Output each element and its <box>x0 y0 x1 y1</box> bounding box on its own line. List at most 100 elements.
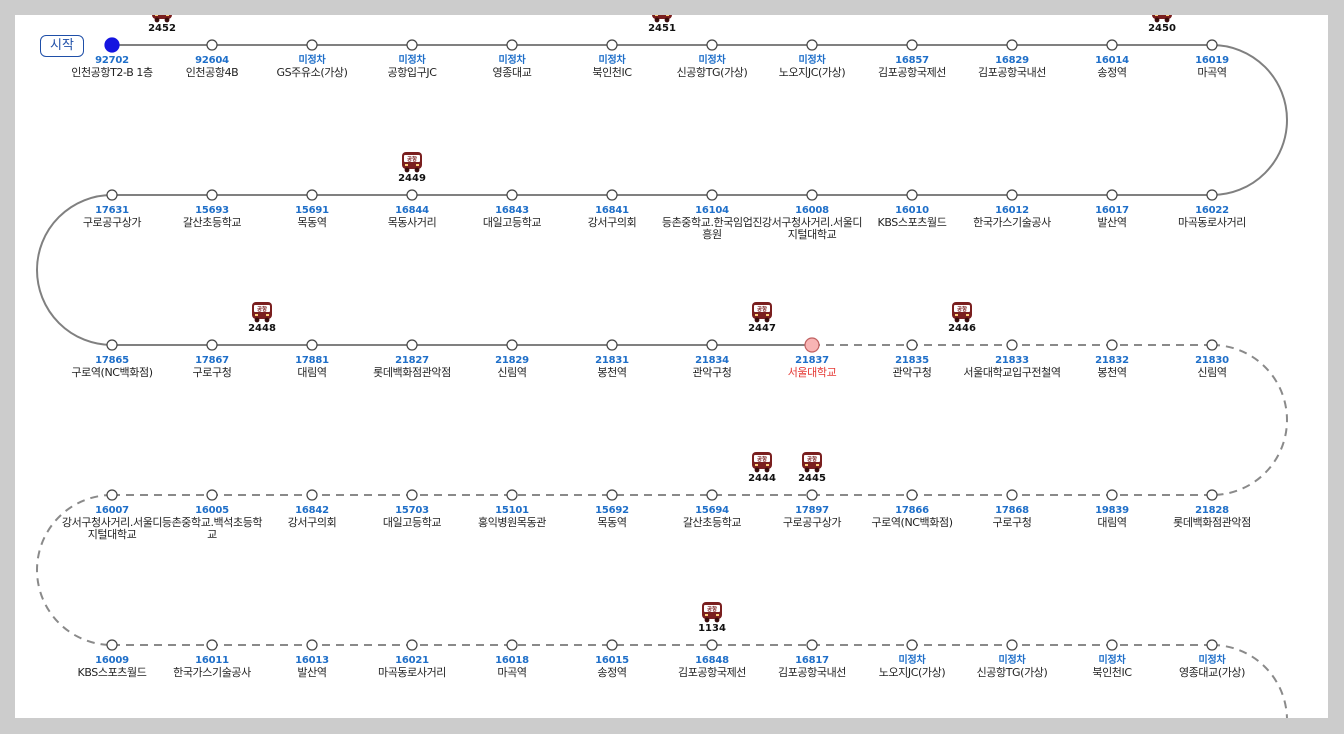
stop-item[interactable]: 미정차 신공항TG(가상) <box>956 655 1068 679</box>
stop-item[interactable]: 16015 송정역 <box>556 655 668 679</box>
stop-item[interactable]: 미정차 신공항TG(가상) <box>656 55 768 79</box>
stop-id: 16012 <box>995 205 1029 216</box>
bus-icon: 공항 <box>752 302 772 323</box>
stop-item[interactable]: 미정차 영종대교(가상) <box>1156 655 1268 679</box>
stop-item[interactable]: 15703 대일고등학교 <box>356 505 468 529</box>
bus-marker[interactable]: 공항 2450 <box>1142 15 1182 34</box>
stop-item[interactable]: 17897 구로공구상가 <box>756 505 868 529</box>
stop-item[interactable]: 21828 롯데백화점관악점 <box>1156 505 1268 529</box>
svg-text:공항: 공항 <box>757 455 767 463</box>
bus-icon: 공항 <box>802 452 822 473</box>
stop-id: 16104 <box>695 205 729 216</box>
stop-dot <box>306 639 318 651</box>
stop-item[interactable]: 17867 구로구청 <box>156 355 268 379</box>
stop-item[interactable]: 21829 신림역 <box>456 355 568 379</box>
stop-item[interactable]: 17631 구로공구상가 <box>56 205 168 229</box>
stop-name: 발산역 <box>297 666 327 679</box>
stop-item[interactable]: 21831 봉천역 <box>556 355 668 379</box>
stop-id: 21829 <box>495 355 529 366</box>
stop-item[interactable]: 21835 관악구청 <box>856 355 968 379</box>
stop-item[interactable]: 16018 마곡역 <box>456 655 568 679</box>
stop-item[interactable]: 16829 김포공항국내선 <box>956 55 1068 79</box>
stop-id: 미정차 <box>1198 655 1226 666</box>
bus-marker[interactable]: 공항 2448 <box>242 301 282 334</box>
stop-item[interactable]: 16010 KBS스포츠월드 <box>856 205 968 229</box>
stop-item[interactable]: 16817 김포공항국내선 <box>756 655 868 679</box>
stop-item[interactable]: 15693 갈산초등학교 <box>156 205 268 229</box>
route-turn <box>36 194 113 346</box>
bus-marker[interactable]: 공항 2445 <box>792 451 832 484</box>
stop-item[interactable]: 16844 목동사거리 <box>356 205 468 229</box>
stop-item[interactable]: 16843 대일고등학교 <box>456 205 568 229</box>
stop-item[interactable]: 16022 마곡동로사거리 <box>1156 205 1268 229</box>
stop-item[interactable]: 16017 발산역 <box>1056 205 1168 229</box>
stop-item[interactable]: 미정차 공항입구JC <box>356 55 468 79</box>
stop-item[interactable]: 16011 한국가스기술공사 <box>156 655 268 679</box>
bus-marker[interactable]: 공항 1134 <box>692 601 732 634</box>
stop-item[interactable]: 17868 구로구청 <box>956 505 1068 529</box>
bus-marker[interactable]: 공항 2444 <box>742 451 782 484</box>
stop-item[interactable]: 17866 구로역(NC백화점) <box>856 505 968 529</box>
stop-name: 송정역 <box>1097 66 1127 79</box>
stop-item[interactable]: 21832 봉천역 <box>1056 355 1168 379</box>
stop-item[interactable]: 16007 강서구청사거리.서울디지털대학교 <box>56 505 168 541</box>
stop-item[interactable]: 미정차 노오지JC(가상) <box>856 655 968 679</box>
bus-number: 2447 <box>748 323 776 334</box>
stop-item[interactable]: 미정차 북인천IC <box>1056 655 1168 679</box>
stop-item[interactable]: 17865 구로역(NC백화점) <box>56 355 168 379</box>
bus-marker[interactable]: 공항 2451 <box>642 15 682 34</box>
stop-item[interactable]: 15101 홍익병원목동관 <box>456 505 568 529</box>
stop-item[interactable]: 16841 강서구의회 <box>556 205 668 229</box>
stop-item[interactable]: 21830 신림역 <box>1156 355 1268 379</box>
bus-number: 2452 <box>148 23 176 34</box>
stop-item[interactable]: 21827 롯데백화점관악점 <box>356 355 468 379</box>
stop-name: 한국가스기술공사 <box>973 216 1051 229</box>
stop-name: 구로구청 <box>992 516 1032 529</box>
stop-item[interactable]: 92604 인천공항4B <box>156 55 268 79</box>
stop-item[interactable]: 미정차 북인천IC <box>556 55 668 79</box>
stop-dot <box>1106 39 1118 51</box>
bus-marker[interactable]: 공항 2447 <box>742 301 782 334</box>
stop-name: 구로역(NC백화점) <box>871 516 953 529</box>
bus-marker[interactable]: 공항 2449 <box>392 151 432 184</box>
stop-item[interactable]: 15692 목동역 <box>556 505 668 529</box>
stop-name: 마곡역 <box>1197 66 1227 79</box>
stop-item[interactable]: 16104 등촌중학교.한국임업진흥원 <box>656 205 768 241</box>
bus-marker[interactable]: 공항 2446 <box>942 301 982 334</box>
stop-item[interactable]: 21837 서울대학교 <box>756 355 868 379</box>
stop-item[interactable]: 92702 인천공항T2-B 1층 <box>56 55 168 79</box>
stop-item[interactable]: 16842 강서구의회 <box>256 505 368 529</box>
stop-item[interactable]: 16012 한국가스기술공사 <box>956 205 1068 229</box>
stop-item[interactable]: 16014 송정역 <box>1056 55 1168 79</box>
stop-item[interactable]: 미정차 영종대교 <box>456 55 568 79</box>
stop-item[interactable]: 16857 김포공항국제선 <box>856 55 968 79</box>
stop-name: 김포공항국내선 <box>977 66 1047 79</box>
stop-item[interactable]: 미정차 노오지JC(가상) <box>756 55 868 79</box>
bus-icon: 공항 <box>252 302 272 323</box>
stop-dot <box>1006 639 1018 651</box>
stop-item[interactable]: 15691 목동역 <box>256 205 368 229</box>
stop-item[interactable]: 16008 강서구청사거리.서울디지털대학교 <box>756 205 868 241</box>
stop-item[interactable]: 16848 김포공항국제선 <box>656 655 768 679</box>
stop-item[interactable]: 16009 KBS스포츠월드 <box>56 655 168 679</box>
stop-item[interactable]: 16019 마곡역 <box>1156 55 1268 79</box>
stop-item[interactable]: 19839 대림역 <box>1056 505 1168 529</box>
stop-item[interactable]: 21834 관악구청 <box>656 355 768 379</box>
stop-item[interactable]: 17881 대림역 <box>256 355 368 379</box>
svg-text:공항: 공항 <box>807 455 817 463</box>
stop-id: 미정차 <box>498 55 526 66</box>
stop-item[interactable]: 16021 마곡동로사거리 <box>356 655 468 679</box>
bus-icon: 공항 <box>652 15 672 23</box>
stop-dot <box>506 39 518 51</box>
stop-name: 대림역 <box>1097 516 1127 529</box>
bus-marker[interactable]: 공항 2452 <box>142 15 182 34</box>
stop-name: 마곡동로사거리 <box>377 666 447 679</box>
stop-name: 강서구의회 <box>587 216 637 229</box>
stop-item[interactable]: 15694 갈산초등학교 <box>656 505 768 529</box>
stop-id: 미정차 <box>1098 655 1126 666</box>
stop-item[interactable]: 16005 등촌중학교.백석초등학교 <box>156 505 268 541</box>
stop-item[interactable]: 16013 발산역 <box>256 655 368 679</box>
stop-item[interactable]: 미정차 GS주유소(가상) <box>256 55 368 79</box>
stop-item[interactable]: 21833 서울대학교입구전철역 <box>956 355 1068 379</box>
stop-name: 신공항TG(가상) <box>676 66 748 79</box>
